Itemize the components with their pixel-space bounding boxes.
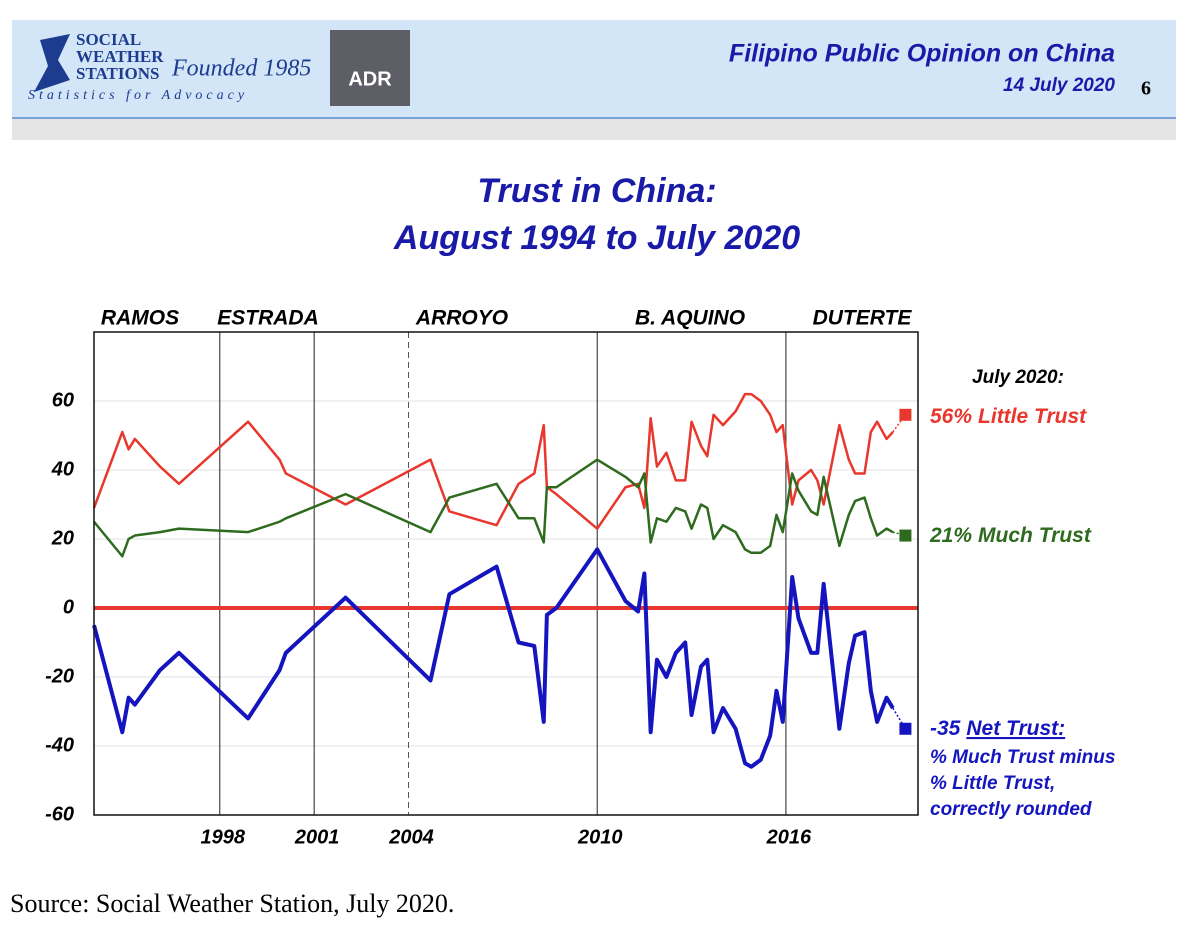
y-tick-label: 60 <box>52 389 74 411</box>
series-note: % Little Trust, <box>930 773 1055 794</box>
series-note: % Much Trust minus <box>930 747 1115 768</box>
x-tick-label: 2004 <box>388 826 434 848</box>
chart-title: August 1994 to July 2020 <box>393 219 800 257</box>
header-date: 14 July 2020 <box>1003 75 1115 96</box>
y-tick-label: 0 <box>63 596 74 618</box>
plot: -60 -40 -20 0 20 40 60 1998 2001 2004 2010 2016 RAMO… <box>45 307 1115 849</box>
partner-logo <box>330 30 410 106</box>
y-tick-label: -60 <box>45 803 74 825</box>
logo-mark <box>34 34 70 92</box>
y-tick-label: -40 <box>45 734 74 756</box>
x-tick-label: 2010 <box>577 826 623 848</box>
header-title: Filipino Public Opinion on China <box>729 40 1115 68</box>
latest-heading: July 2020: <box>972 367 1064 388</box>
header-strip <box>12 118 1176 140</box>
x-tick-label: 2016 <box>766 826 812 848</box>
x-tick-label: 1998 <box>201 826 246 848</box>
series-value: -35 <box>930 717 961 740</box>
era-label: ARROYO <box>415 307 508 330</box>
logo-text: WEATHER <box>76 47 164 66</box>
y-tick-label: -20 <box>45 665 74 687</box>
series-name: Much Trust <box>978 524 1092 547</box>
logo-text: SOCIAL <box>76 30 141 49</box>
latest-marker <box>899 408 912 421</box>
latest-marker <box>899 529 912 542</box>
era-label: ESTRADA <box>217 307 319 330</box>
era-label: RAMOS <box>101 307 179 330</box>
tagline: Statistics for Advocacy <box>28 88 248 103</box>
series-line <box>93 458 894 558</box>
series-label: 56% Little Trust <box>930 405 1087 428</box>
y-tick-label: 40 <box>51 458 74 480</box>
latest-marker <box>899 722 912 735</box>
series-name: Little Trust <box>978 405 1087 428</box>
series-name: Net Trust: <box>966 717 1065 740</box>
page-number: 6 <box>1141 78 1151 100</box>
source: Source: Social Weather Station, July 202… <box>10 889 454 918</box>
era-label: B. AQUINO <box>635 307 745 330</box>
chart-title: Trust in China: <box>477 172 716 210</box>
series-line <box>92 392 894 530</box>
series-note: correctly rounded <box>930 799 1092 820</box>
series-value: 21% <box>929 524 972 547</box>
series-label: -35 Net Trust: <box>930 717 1065 740</box>
partner-name: ADR <box>348 68 392 90</box>
series-value: 56% <box>930 405 972 428</box>
founded: Founded 1985 <box>171 56 311 82</box>
x-tick-label: 2001 <box>294 826 340 848</box>
series-line <box>92 547 895 769</box>
y-tick-label: 20 <box>51 527 74 549</box>
header-band <box>12 20 1176 118</box>
logo-text: STATIONS <box>76 64 159 83</box>
plot-frame <box>93 331 919 816</box>
series-label: 21% Much Trust <box>929 524 1092 547</box>
era-label: DUTERTE <box>813 307 913 330</box>
